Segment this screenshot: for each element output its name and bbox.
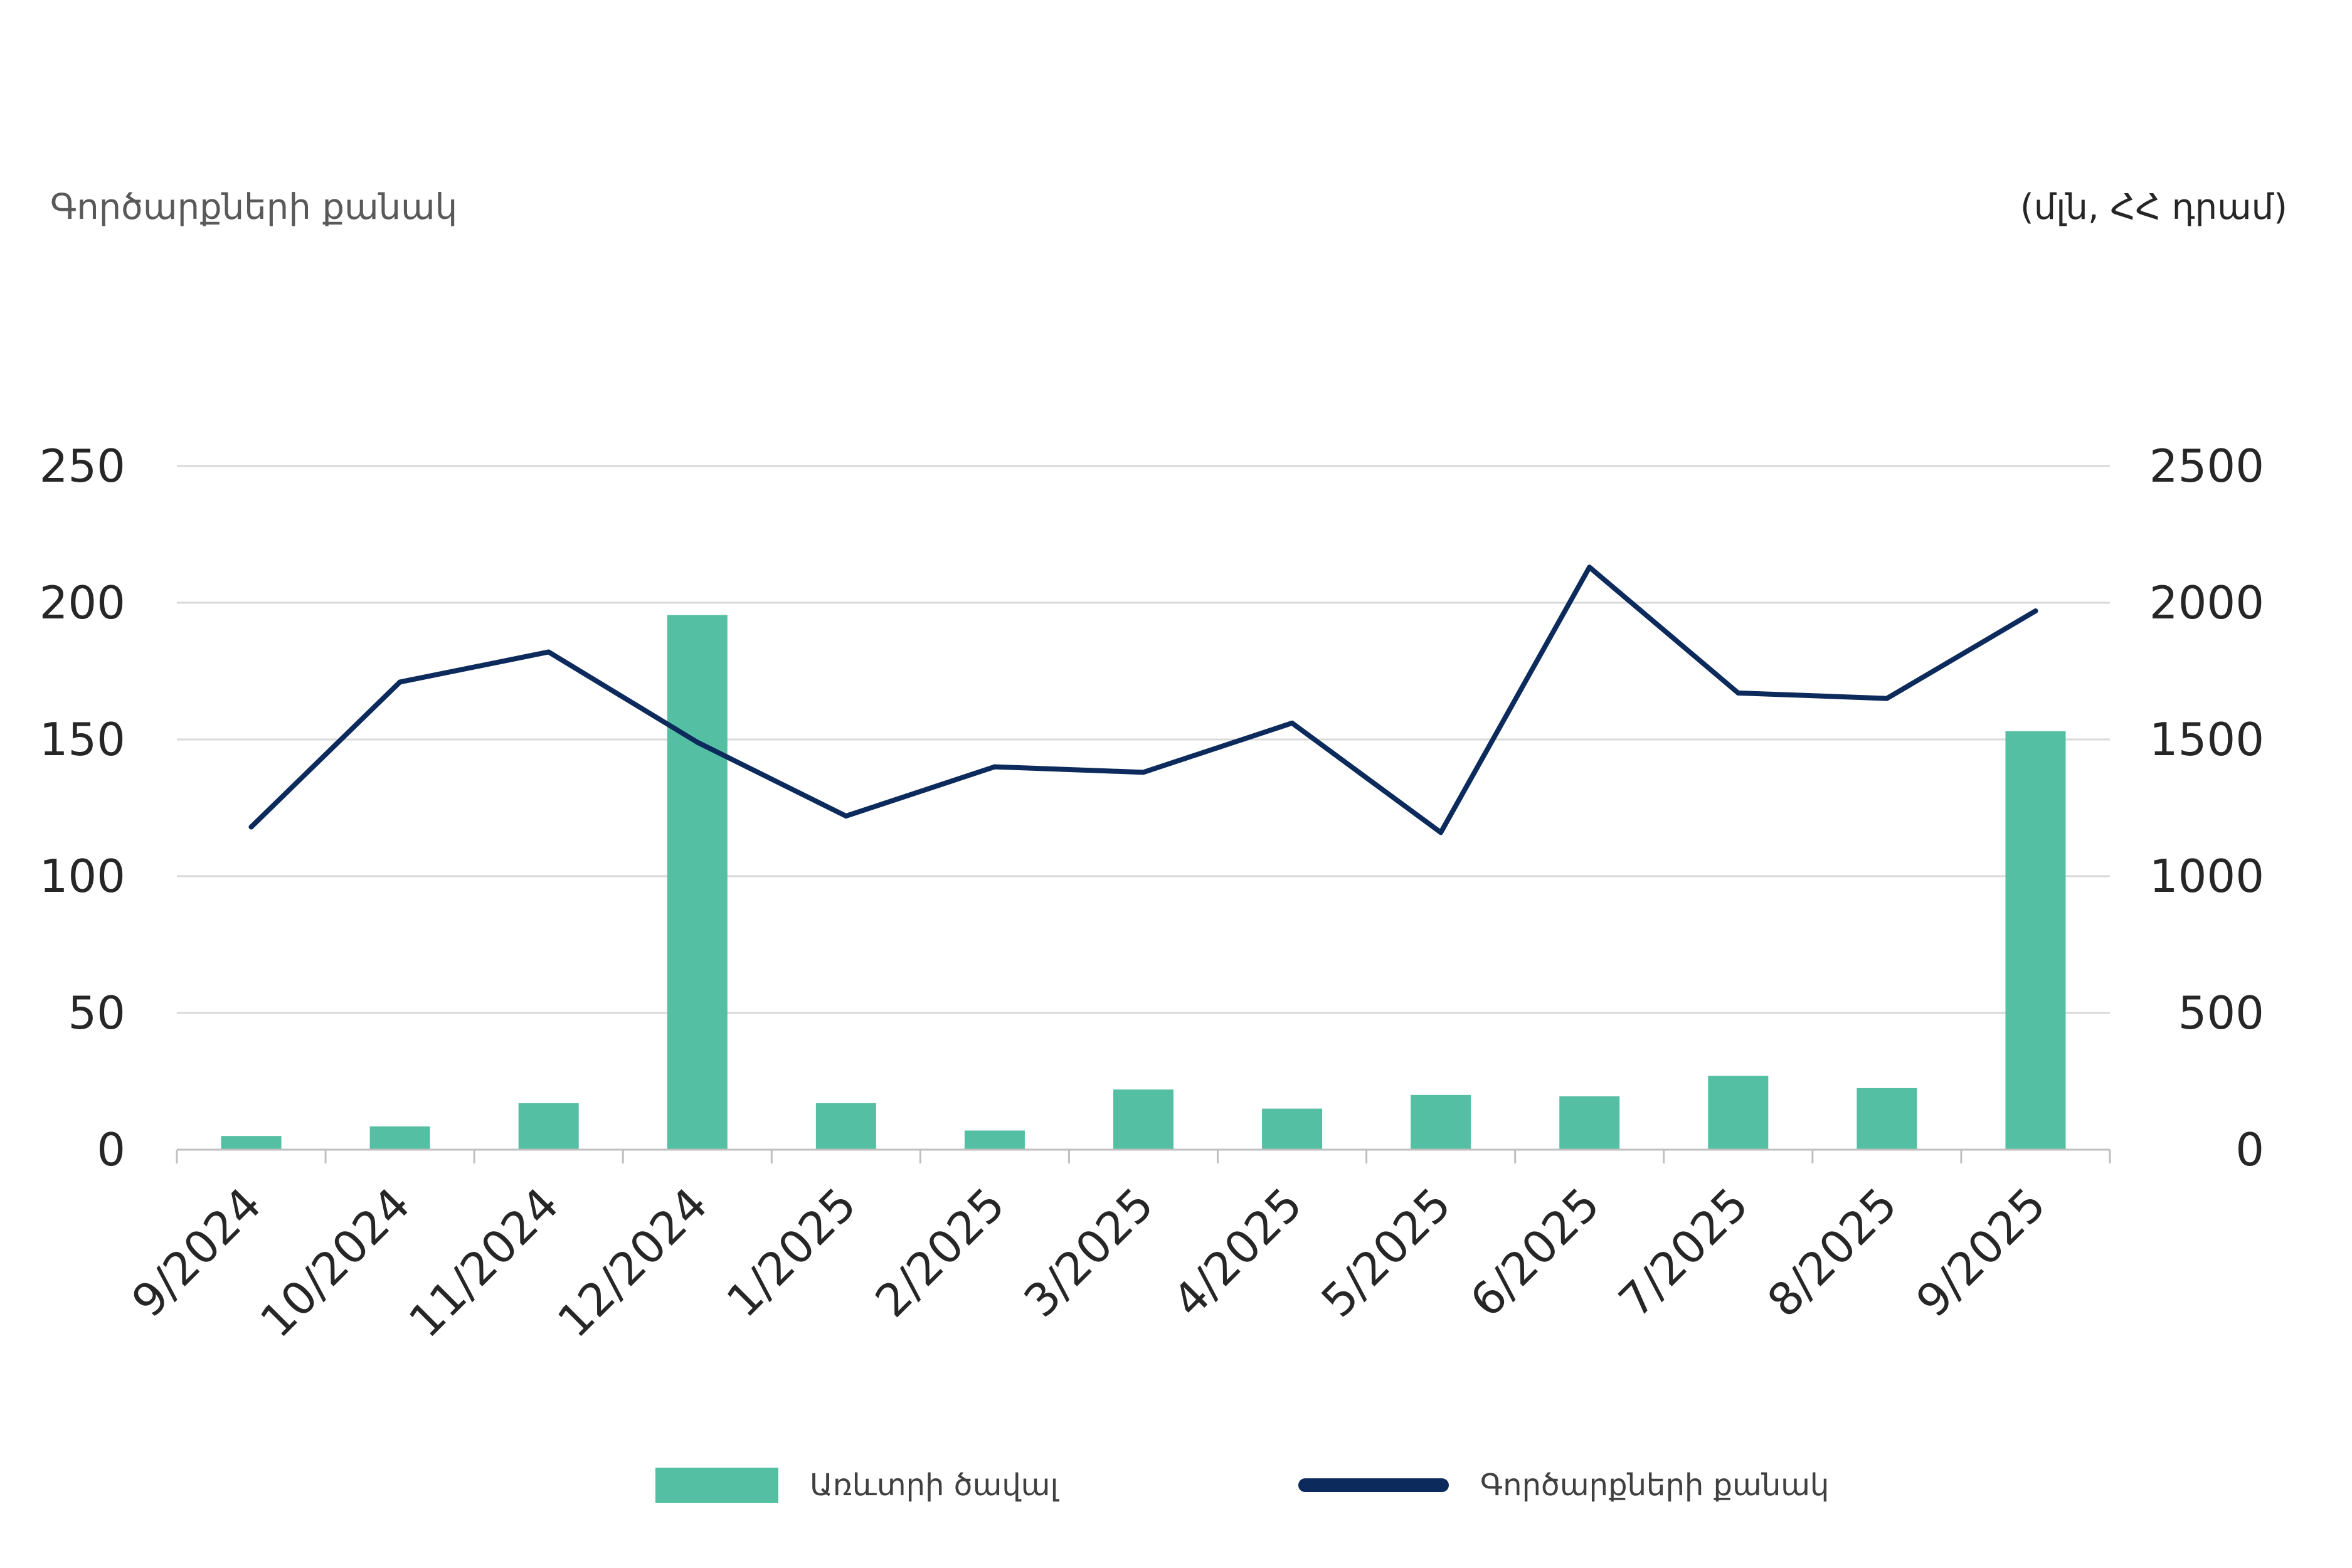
x-tick-label: 3/2025 <box>1014 1178 1164 1328</box>
line-point <box>1884 696 1890 701</box>
bar <box>518 1103 579 1150</box>
left-tick-label: 0 <box>97 1123 125 1176</box>
grid-lines <box>177 465 2110 1014</box>
bar <box>1857 1088 1917 1150</box>
x-tick-label: 8/2025 <box>1757 1178 1907 1328</box>
bar <box>1411 1094 1471 1150</box>
bar <box>2005 731 2066 1150</box>
line-point <box>1587 564 1592 570</box>
line-point <box>397 679 403 685</box>
left-axis-ticks: 0 50 100 150 200 250 <box>40 440 125 1176</box>
x-tick-label: 4/2025 <box>1163 1178 1313 1328</box>
right-axis-ticks: 0 500 1000 1500 2000 2500 <box>2149 440 2264 1176</box>
line-point <box>1290 720 1295 726</box>
line-point <box>248 824 254 830</box>
line-point <box>1438 830 1444 835</box>
bar <box>1708 1076 1769 1150</box>
left-tick-label: 250 <box>40 440 125 492</box>
legend-item-line: Գործարքների քանակ <box>1298 1468 1829 1503</box>
line-point <box>992 764 997 770</box>
bar <box>964 1130 1025 1150</box>
x-tick-label: 12/2024 <box>548 1178 718 1348</box>
x-tick-label: 6/2025 <box>1460 1178 1610 1328</box>
right-tick-label: 500 <box>2178 987 2264 1039</box>
x-tick-label: 9/2024 <box>122 1178 272 1328</box>
bar <box>667 615 728 1150</box>
left-axis-caption: Գործարքների քանակ <box>50 187 458 228</box>
line-point <box>546 649 551 655</box>
line-point <box>1141 770 1146 775</box>
line-point <box>843 813 849 819</box>
legend-line-swatch <box>1298 1478 1449 1492</box>
right-tick-label: 1500 <box>2149 713 2264 766</box>
legend-bar-swatch <box>655 1468 778 1503</box>
bar <box>369 1126 430 1150</box>
bar <box>815 1103 876 1150</box>
line-series <box>248 564 2038 835</box>
x-tick-label: 11/2024 <box>399 1178 569 1348</box>
left-tick-label: 50 <box>68 987 125 1039</box>
line-point <box>1735 690 1741 696</box>
line-point <box>694 739 700 745</box>
bar <box>1559 1096 1620 1150</box>
legend-line-label: Գործարքների քանակ <box>1480 1468 1830 1503</box>
x-tick-label: 9/2025 <box>1906 1178 2056 1328</box>
right-tick-label: 1000 <box>2149 850 2264 903</box>
bar <box>221 1136 282 1150</box>
right-tick-label: 0 <box>2235 1123 2264 1176</box>
legend-item-bars: Առևտրի ծավալ <box>655 1468 1059 1503</box>
x-tick-label: 7/2025 <box>1609 1178 1759 1328</box>
right-tick-label: 2000 <box>2149 576 2264 629</box>
bar <box>1262 1108 1323 1150</box>
left-tick-label: 200 <box>40 576 125 629</box>
bar <box>1113 1089 1173 1150</box>
left-tick-label: 150 <box>40 713 125 766</box>
x-tick-label: 5/2025 <box>1311 1178 1461 1328</box>
x-tick-label: 10/2024 <box>250 1178 420 1348</box>
line-point <box>2033 608 2038 614</box>
x-tick-label: 1/2025 <box>716 1178 866 1328</box>
series-line <box>248 564 2038 835</box>
left-tick-label: 100 <box>40 850 125 903</box>
right-axis-caption: (մլն, ՀՀ դրամ) <box>2020 187 2287 228</box>
legend-bar-label: Առևտրի ծավալ <box>810 1468 1059 1503</box>
right-tick-label: 2500 <box>2149 440 2264 492</box>
x-tick-label: 2/2025 <box>865 1178 1015 1328</box>
bar-series <box>221 615 2066 1150</box>
x-axis: 9/202410/202411/202412/20241/20252/20253… <box>122 1148 2111 1348</box>
